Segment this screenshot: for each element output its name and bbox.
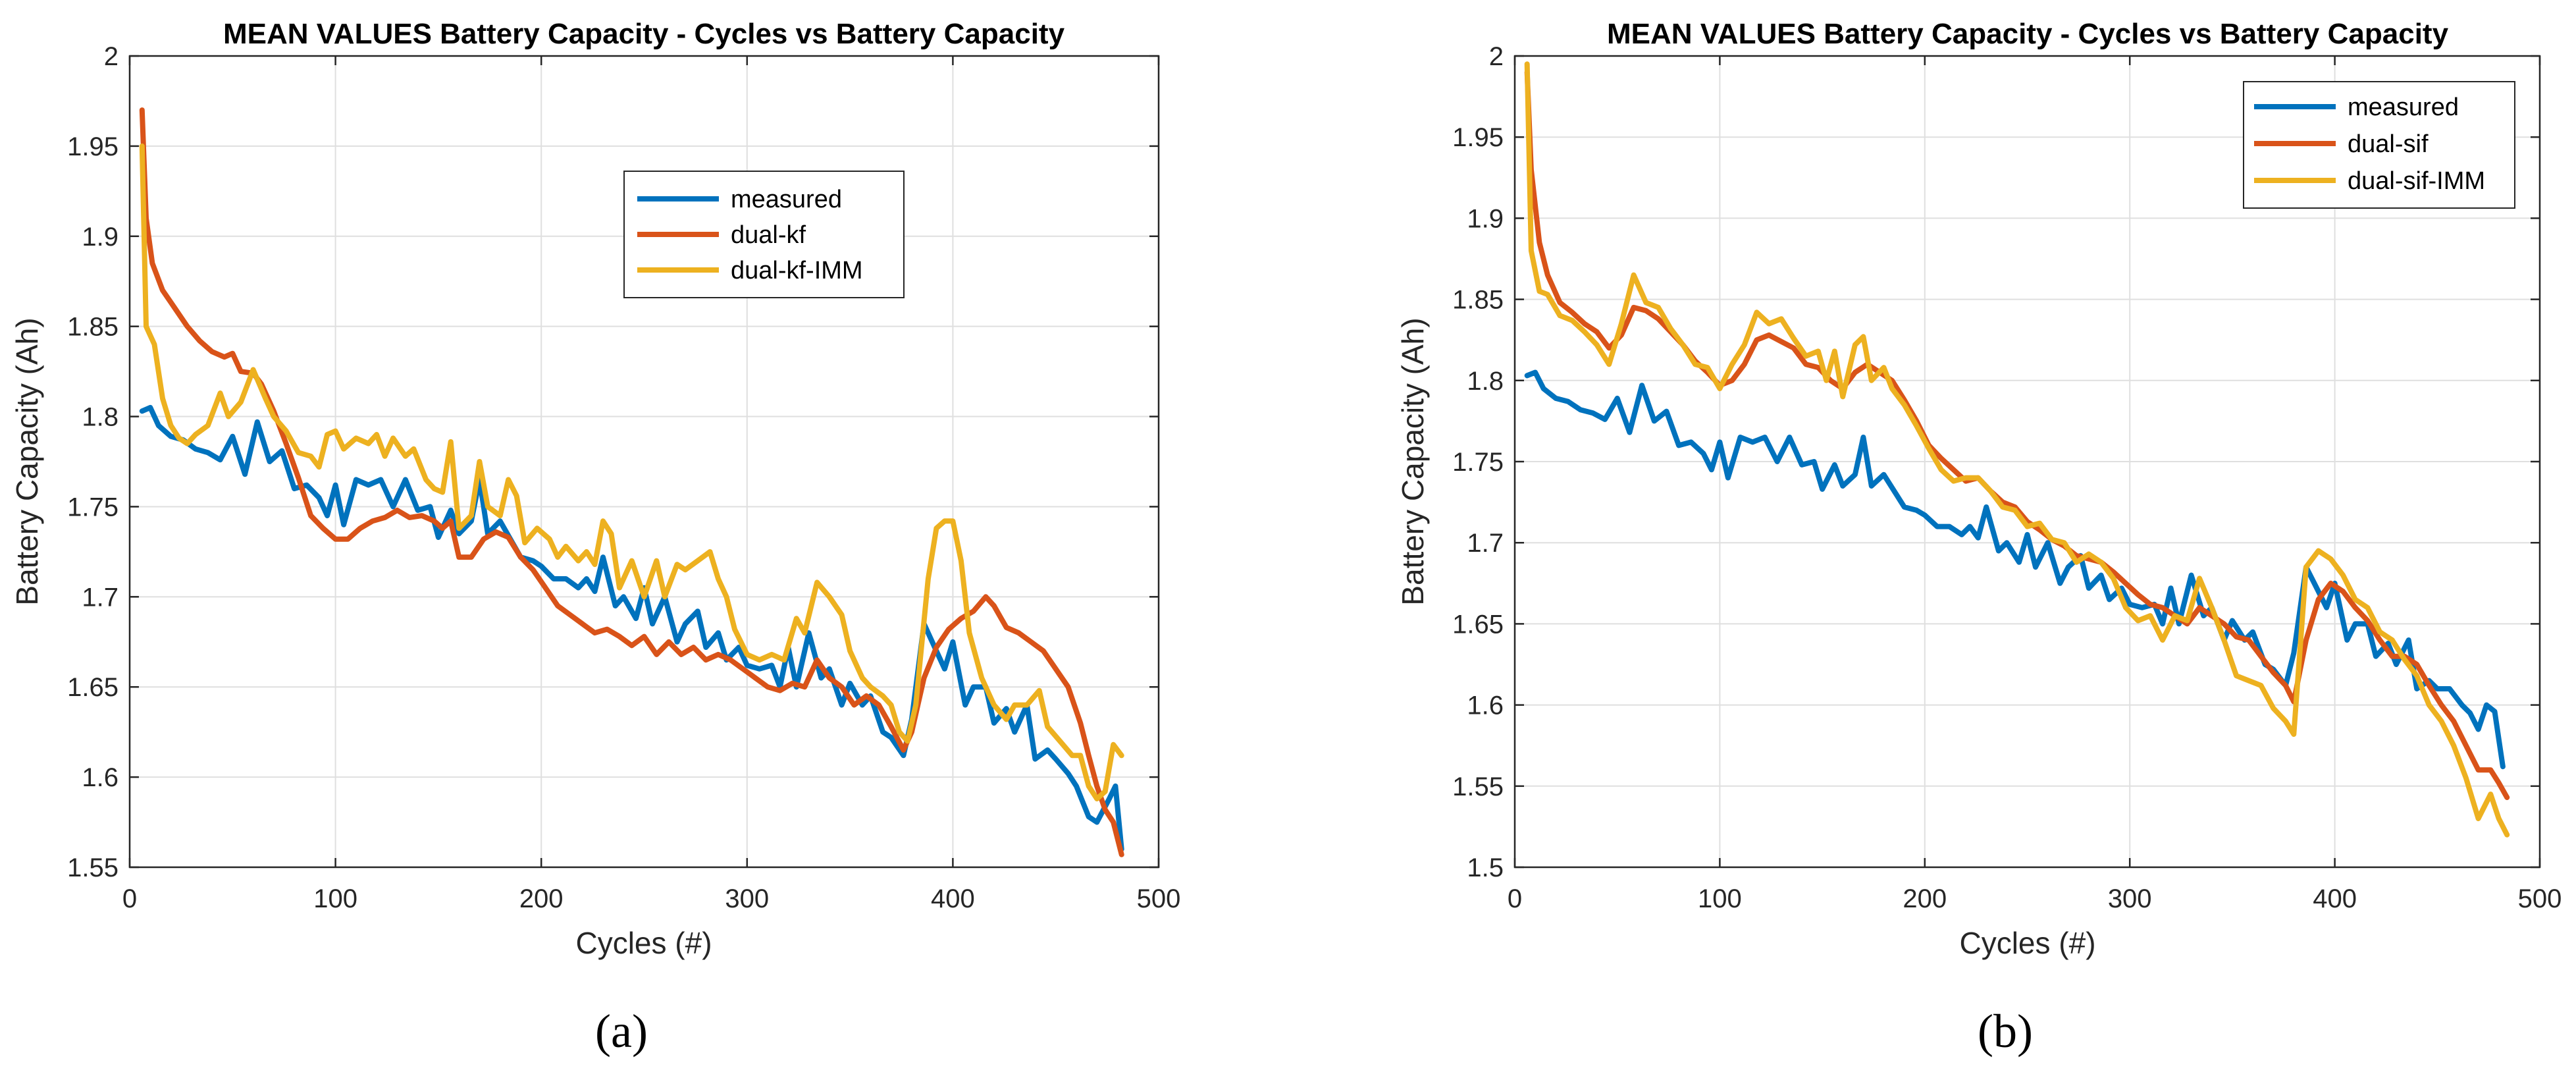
- legend-label-dual-kf-imm: dual-kf-IMM: [731, 257, 863, 284]
- y-tick-label: 1.65: [67, 673, 118, 702]
- y-tick-label: 1.95: [67, 132, 118, 161]
- chart-title: MEAN VALUES Battery Capacity - Cycles vs…: [1607, 18, 2449, 50]
- y-tick-label: 2: [1489, 42, 1504, 71]
- x-tick-label: 400: [931, 884, 975, 913]
- y-tick-label: 1.95: [1452, 123, 1504, 152]
- y-axis-label: Battery Capacity (Ah): [1396, 317, 1430, 605]
- y-tick-label: 1.5: [1467, 853, 1504, 882]
- y-axis-label: Battery Capacity (Ah): [10, 317, 44, 605]
- legend-box: [2243, 81, 2515, 209]
- y-tick-label: 1.8: [82, 403, 118, 432]
- y-tick-label: 1.75: [1452, 448, 1504, 477]
- y-tick-label: 1.6: [1467, 691, 1504, 720]
- y-tick-label: 1.55: [67, 853, 118, 882]
- chart-panel-b: MEAN VALUES Battery Capacity - Cycles vs…: [1396, 18, 2562, 1058]
- legend-label-dual-sif: dual-sif: [2348, 130, 2429, 158]
- legend-label-measured: measured: [731, 186, 842, 213]
- series-line-filter-imm: [1524, 61, 2510, 838]
- x-tick-label: 200: [519, 884, 564, 913]
- x-tick-label: 0: [1508, 884, 1522, 913]
- legend-label-measured: measured: [2348, 94, 2459, 121]
- x-axis-label: Cycles (#): [1959, 926, 2095, 960]
- legend: measured dual-sif dual-sif-IMM: [2243, 81, 2515, 209]
- y-tick-label: 1.7: [1467, 529, 1504, 558]
- y-tick-label: 1.9: [1467, 204, 1504, 233]
- legend-label-dual-kf: dual-kf: [731, 221, 806, 249]
- y-tick-labels: 1.5 1.55 1.6 1.65 1.7 1.75 1.8 1.85 1.9 …: [1452, 42, 1504, 882]
- x-tick-label: 300: [2108, 884, 2152, 913]
- x-tick-label: 200: [1903, 884, 1947, 913]
- chart-title: MEAN VALUES Battery Capacity - Cycles vs…: [223, 18, 1065, 50]
- legend-label-dual-sif-imm: dual-sif-IMM: [2348, 167, 2485, 195]
- series-line-filter-imm: [139, 143, 1124, 801]
- series-line-measured: [139, 404, 1124, 852]
- x-tick-label: 100: [1698, 884, 1742, 913]
- x-tick-labels: 0 100 200 300 400 500: [1508, 884, 2562, 913]
- y-tick-label: 1.85: [1452, 286, 1504, 315]
- series-group: [139, 107, 1124, 857]
- tick-marks: [1513, 55, 2541, 869]
- y-tick-label: 1.8: [1467, 367, 1504, 396]
- axes-frame: [128, 55, 1160, 869]
- x-tick-label: 0: [122, 884, 137, 913]
- y-tick-label: 1.85: [67, 313, 118, 342]
- y-tick-label: 1.75: [67, 493, 118, 522]
- x-tick-label: 300: [725, 884, 769, 913]
- caption-b: (b): [1978, 1005, 2033, 1058]
- series-line-filter: [139, 107, 1124, 857]
- y-tick-label: 1.65: [1452, 610, 1504, 639]
- x-tick-labels: 0 100 200 300 400 500: [122, 884, 1181, 913]
- y-tick-label: 1.7: [82, 583, 118, 612]
- legend: measured dual-kf dual-kf-IMM: [623, 171, 905, 298]
- y-tick-labels: 1.55 1.6 1.65 1.7 1.75 1.8 1.85 1.9 1.95…: [67, 42, 118, 882]
- caption-a: (a): [595, 1005, 648, 1058]
- series-group: [1524, 61, 2510, 838]
- y-tick-label: 2: [104, 42, 118, 71]
- y-tick-label: 1.6: [82, 763, 118, 792]
- y-tick-label: 1.55: [1452, 772, 1504, 801]
- x-tick-label: 400: [2313, 884, 2357, 913]
- x-tick-label: 500: [1137, 884, 1181, 913]
- series-line-measured: [1524, 369, 2506, 770]
- chart-panel-a: MEAN VALUES Battery Capacity - Cycles vs…: [10, 18, 1180, 1058]
- y-tick-label: 1.9: [82, 223, 118, 252]
- x-tick-label: 500: [2518, 884, 2562, 913]
- x-tick-label: 100: [313, 884, 357, 913]
- x-axis-label: Cycles (#): [575, 926, 712, 960]
- tick-marks: [128, 55, 1160, 869]
